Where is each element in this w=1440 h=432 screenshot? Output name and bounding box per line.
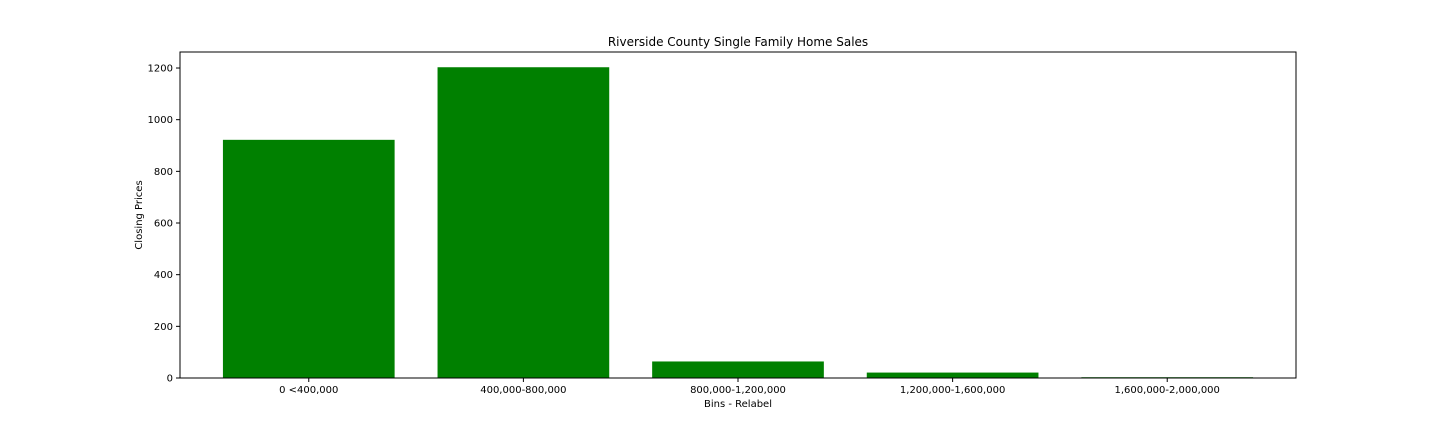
x-tick-label-4: 1,600,000-2,000,000	[1115, 385, 1220, 396]
bar-2	[652, 361, 824, 378]
bar-3	[866, 372, 1039, 378]
y-tick-label-2: 400	[154, 270, 173, 281]
bar-0	[222, 139, 395, 378]
x-tick-label-3: 1,200,000-1,600,000	[900, 385, 1005, 396]
chart-title: Riverside County Single Family Home Sale…	[608, 35, 868, 49]
y-axis: 0 200 400 600 800 1000 1200	[148, 64, 180, 385]
bar-1	[437, 67, 610, 378]
y-axis-label: Closing Prices	[134, 180, 145, 249]
y-tick-label-6: 1200	[148, 64, 173, 75]
y-tick-label-5: 1000	[148, 115, 173, 126]
x-tick-label-1: 400,000-800,000	[480, 385, 566, 396]
y-tick-label-4: 800	[154, 167, 173, 178]
y-tick-label-0: 0	[167, 374, 173, 385]
y-tick-label-1: 200	[154, 322, 173, 333]
x-axis-label: Bins - Relabel	[704, 399, 772, 410]
bars-group	[222, 67, 1254, 378]
x-axis: 0 <400,000 400,000-800,000 800,000-1,200,0…	[279, 378, 1220, 396]
x-tick-label-2: 800,000-1,200,000	[690, 385, 786, 396]
y-tick-label-3: 600	[154, 219, 173, 230]
x-tick-label-0: 0 <400,000	[279, 385, 338, 396]
